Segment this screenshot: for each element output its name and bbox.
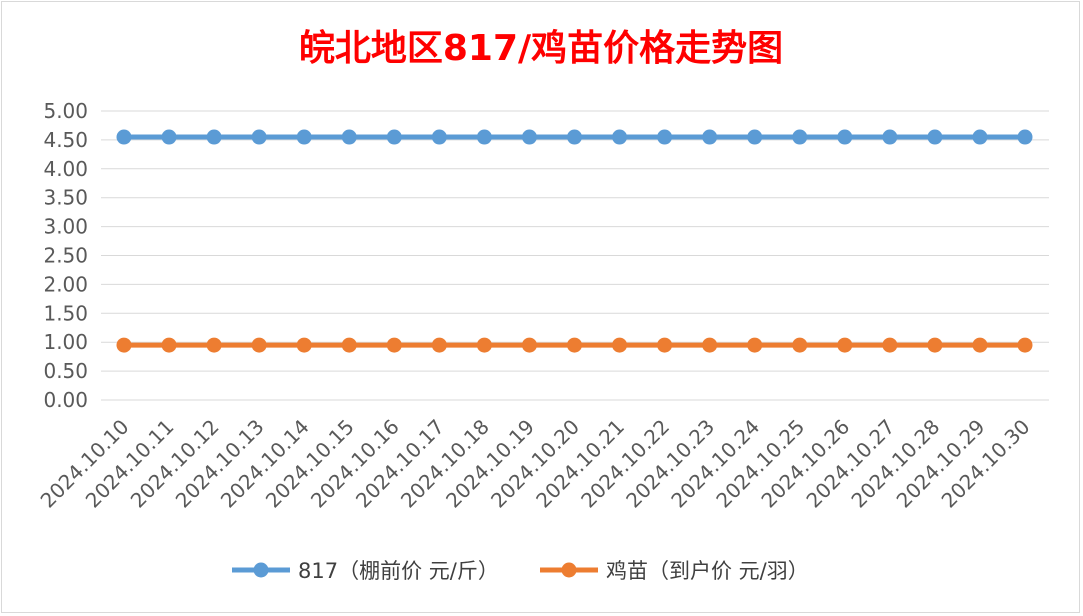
y-tick-label: 0.50 — [43, 359, 88, 383]
data-point — [386, 129, 402, 145]
data-point — [882, 337, 898, 353]
data-point — [521, 337, 537, 353]
legend: 817（棚前价 元/斤） 鸡苗（到户价 元/羽） — [232, 559, 809, 583]
data-point — [476, 129, 492, 145]
data-point — [521, 129, 537, 145]
data-point — [116, 337, 132, 353]
x-axis-ticks: 2024.10.102024.10.112024.10.122024.10.13… — [36, 415, 1035, 513]
data-point — [612, 337, 628, 353]
data-point — [1017, 337, 1033, 353]
y-tick-label: 1.00 — [43, 330, 88, 354]
data-point — [747, 129, 763, 145]
y-tick-label: 2.50 — [43, 244, 88, 268]
data-point — [431, 129, 447, 145]
data-point — [341, 129, 357, 145]
data-point — [612, 129, 628, 145]
data-point — [296, 337, 312, 353]
data-point — [657, 337, 673, 353]
data-point — [251, 337, 267, 353]
data-point — [567, 129, 582, 145]
data-point — [747, 337, 763, 353]
data-point — [161, 129, 177, 145]
data-point — [1017, 129, 1033, 145]
data-point — [882, 129, 898, 145]
data-point — [206, 337, 222, 353]
data-point — [792, 129, 808, 145]
y-tick-label: 4.50 — [43, 128, 88, 152]
y-tick-label: 2.00 — [43, 272, 88, 296]
y-tick-label: 3.50 — [43, 186, 88, 210]
y-tick-label: 3.00 — [43, 215, 88, 239]
data-point — [251, 129, 267, 145]
series-2 — [116, 337, 1033, 353]
data-point — [837, 129, 853, 145]
data-point — [567, 337, 582, 353]
y-tick-label: 1.50 — [43, 301, 88, 325]
legend-label: 817（棚前价 元/斤） — [298, 559, 499, 583]
data-point — [927, 337, 943, 353]
data-point — [702, 129, 718, 145]
data-point — [702, 337, 718, 353]
legend-label: 鸡苗（到户价 元/羽） — [606, 559, 809, 583]
data-point — [927, 129, 943, 145]
y-tick-label: 5.00 — [43, 99, 88, 123]
data-point — [972, 129, 988, 145]
chart-title: 皖北地区817/鸡苗价格走势图 — [299, 28, 783, 69]
data-point — [386, 337, 402, 353]
data-point — [161, 337, 177, 353]
legend-item-1: 817（棚前价 元/斤） — [232, 559, 499, 583]
y-axis-ticks: 0.00 0.50 1.00 1.50 2.00 2.50 3.00 3.50 4.00 4.50… — [43, 99, 88, 412]
data-point — [341, 337, 357, 353]
data-point — [972, 337, 988, 353]
data-point — [657, 129, 673, 145]
data-point — [206, 129, 222, 145]
series-layer — [116, 129, 1033, 353]
series-1 — [116, 129, 1033, 145]
legend-marker — [253, 562, 269, 578]
data-point — [431, 337, 447, 353]
gridlines — [101, 110, 1049, 401]
y-tick-label: 4.00 — [43, 157, 88, 181]
data-point — [296, 129, 312, 145]
data-point — [837, 337, 853, 353]
legend-marker — [561, 562, 577, 578]
y-tick-label: 0.00 — [43, 388, 88, 412]
data-point — [792, 337, 808, 353]
data-point — [476, 337, 492, 353]
data-point — [116, 129, 132, 145]
legend-item-2: 鸡苗（到户价 元/羽） — [540, 559, 809, 583]
